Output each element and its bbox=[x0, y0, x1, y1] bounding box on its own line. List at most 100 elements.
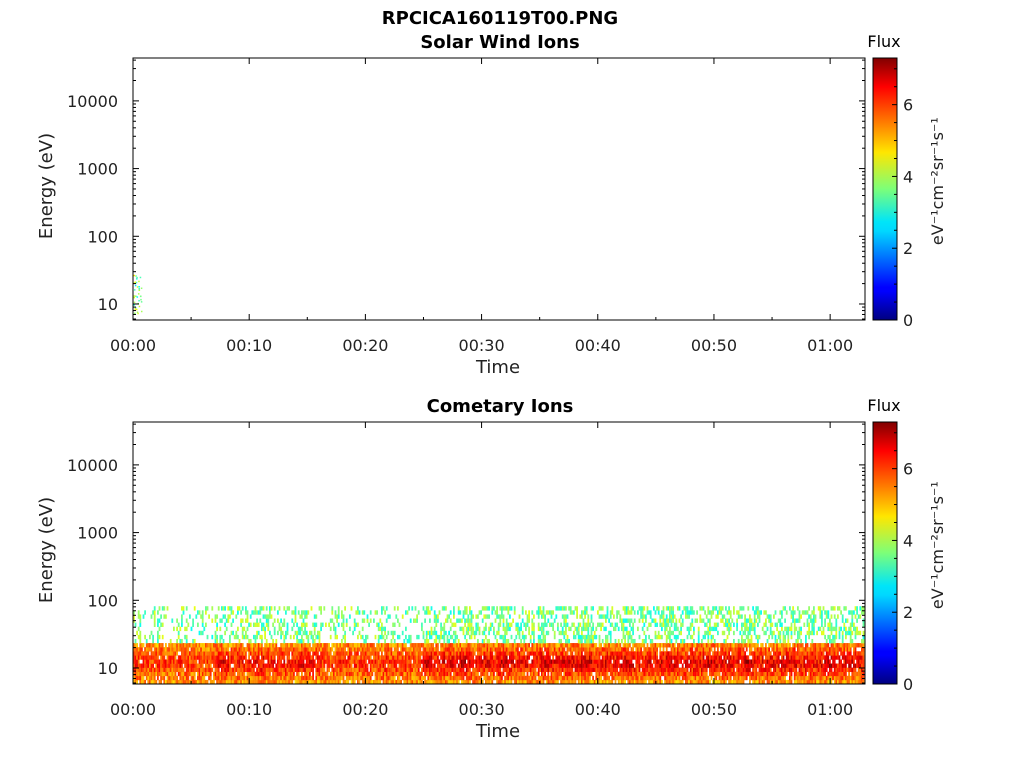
spectrogram-cell bbox=[312, 638, 314, 644]
spectrogram-cell bbox=[550, 643, 553, 648]
spectrogram-cell bbox=[517, 626, 519, 632]
spectrogram-cell bbox=[493, 671, 495, 677]
spectrogram-cell bbox=[528, 614, 530, 619]
spectrogram-cell bbox=[417, 634, 420, 640]
spectrogram-cell bbox=[160, 643, 162, 648]
spectrogram-cell bbox=[561, 663, 564, 668]
spectrogram-cell bbox=[214, 643, 217, 648]
spectrogram-cell bbox=[622, 671, 625, 677]
spectrogram-cell bbox=[465, 606, 468, 611]
spectrogram-cell bbox=[349, 647, 351, 652]
spectrogram-cell bbox=[461, 647, 463, 652]
spectrogram-cell bbox=[347, 651, 350, 656]
spectrogram-cell bbox=[701, 667, 703, 673]
spectrogram-cell bbox=[539, 675, 542, 681]
spectrogram-cell bbox=[285, 647, 287, 652]
spectrogram-cell bbox=[545, 622, 548, 627]
spectrogram-cell bbox=[600, 671, 602, 677]
spectrogram-cell bbox=[483, 651, 486, 656]
spectrogram-cell bbox=[222, 667, 225, 673]
spectrogram-cell bbox=[739, 675, 742, 681]
spectrogram-cell bbox=[587, 679, 590, 685]
spectrogram-cell bbox=[409, 647, 412, 652]
spectrogram-cell bbox=[377, 675, 380, 681]
spectrogram-cell bbox=[497, 679, 500, 685]
spectrogram-cell bbox=[197, 651, 199, 656]
spectrogram-cell bbox=[233, 655, 236, 660]
spectrogram-cell bbox=[537, 622, 540, 627]
spectrogram-cell bbox=[341, 643, 343, 648]
spectrogram-cell bbox=[302, 651, 305, 656]
spectrogram-cell bbox=[725, 659, 727, 664]
spectrogram-cell bbox=[445, 675, 447, 681]
spectrogram-cell bbox=[670, 606, 673, 611]
spectrogram-cell bbox=[144, 671, 146, 677]
spectrogram-cell bbox=[542, 663, 545, 668]
spectrogram-cell bbox=[456, 643, 458, 648]
spectrogram-cell bbox=[365, 638, 367, 644]
spectrogram-cell bbox=[717, 659, 719, 664]
spectrogram-cell bbox=[273, 651, 276, 656]
spectrogram-cell bbox=[256, 659, 258, 664]
spectrogram-cell bbox=[600, 626, 602, 632]
spectrogram-cell bbox=[160, 622, 162, 627]
spectrogram-cell bbox=[528, 675, 530, 681]
spectrogram-cell bbox=[297, 655, 300, 660]
spectrogram-cell bbox=[161, 651, 164, 656]
spectrogram-cell bbox=[232, 647, 234, 652]
spectrogram-cell bbox=[373, 659, 375, 664]
spectrogram-cell bbox=[725, 643, 727, 648]
spectrogram-cell bbox=[565, 614, 567, 619]
spectrogram-cell bbox=[240, 679, 242, 685]
spectrogram-cell bbox=[533, 614, 535, 619]
spectrogram-cell bbox=[238, 663, 241, 668]
spectrogram-cell bbox=[705, 651, 708, 656]
spectrogram-cell bbox=[134, 307, 137, 309]
spectrogram-cell bbox=[677, 626, 679, 632]
spectrogram-cell bbox=[168, 659, 170, 664]
spectrogram-cell bbox=[697, 671, 700, 677]
spectrogram-cell bbox=[345, 675, 348, 681]
spectrogram-cell bbox=[254, 679, 257, 685]
spectrogram-cell bbox=[373, 667, 375, 673]
spectrogram-cell bbox=[609, 659, 612, 664]
spectrogram-cell bbox=[446, 618, 449, 623]
spectrogram-cell bbox=[640, 675, 642, 681]
spectrogram-cell bbox=[200, 643, 202, 648]
spectrogram-cell bbox=[357, 671, 359, 677]
spectrogram-cell bbox=[541, 630, 543, 636]
spectrogram-cell bbox=[507, 610, 510, 615]
spectrogram-cell bbox=[419, 643, 422, 648]
spectrogram-cell bbox=[704, 630, 706, 636]
spectrogram-cell bbox=[568, 663, 570, 668]
spectrogram-cell bbox=[731, 667, 734, 673]
spectrogram-cell bbox=[709, 671, 711, 677]
spectrogram-cell bbox=[142, 659, 145, 664]
spectrogram-cell bbox=[648, 622, 650, 627]
plot-area bbox=[133, 58, 865, 320]
spectrogram-cell bbox=[312, 667, 314, 673]
spectrogram-cell bbox=[446, 651, 449, 656]
spectrogram-cell bbox=[400, 671, 402, 677]
spectrogram-cell bbox=[579, 655, 582, 660]
spectrogram-cell bbox=[608, 618, 610, 623]
spectrogram-cell bbox=[616, 643, 618, 648]
spectrogram-cell bbox=[693, 659, 695, 664]
spectrogram-cell bbox=[235, 667, 238, 673]
spectrogram-cell bbox=[326, 647, 329, 652]
spectrogram-cell bbox=[456, 667, 458, 673]
spectrogram-cell bbox=[158, 618, 161, 623]
spectrogram-cell bbox=[717, 671, 719, 677]
spectrogram-cell bbox=[464, 659, 466, 664]
spectrogram-cell bbox=[725, 618, 727, 623]
spectrogram-cell bbox=[629, 659, 631, 664]
spectrogram-cell bbox=[363, 671, 366, 677]
spectrogram-cell bbox=[563, 606, 566, 611]
spectrogram-cell bbox=[473, 671, 476, 677]
spectrogram-cell bbox=[209, 667, 212, 673]
spectrogram-cell bbox=[605, 626, 607, 632]
spectrogram-cell bbox=[265, 651, 268, 656]
spectrogram-cell bbox=[254, 610, 257, 615]
spectrogram-cell bbox=[488, 675, 490, 681]
spectrogram-cell bbox=[547, 647, 550, 652]
